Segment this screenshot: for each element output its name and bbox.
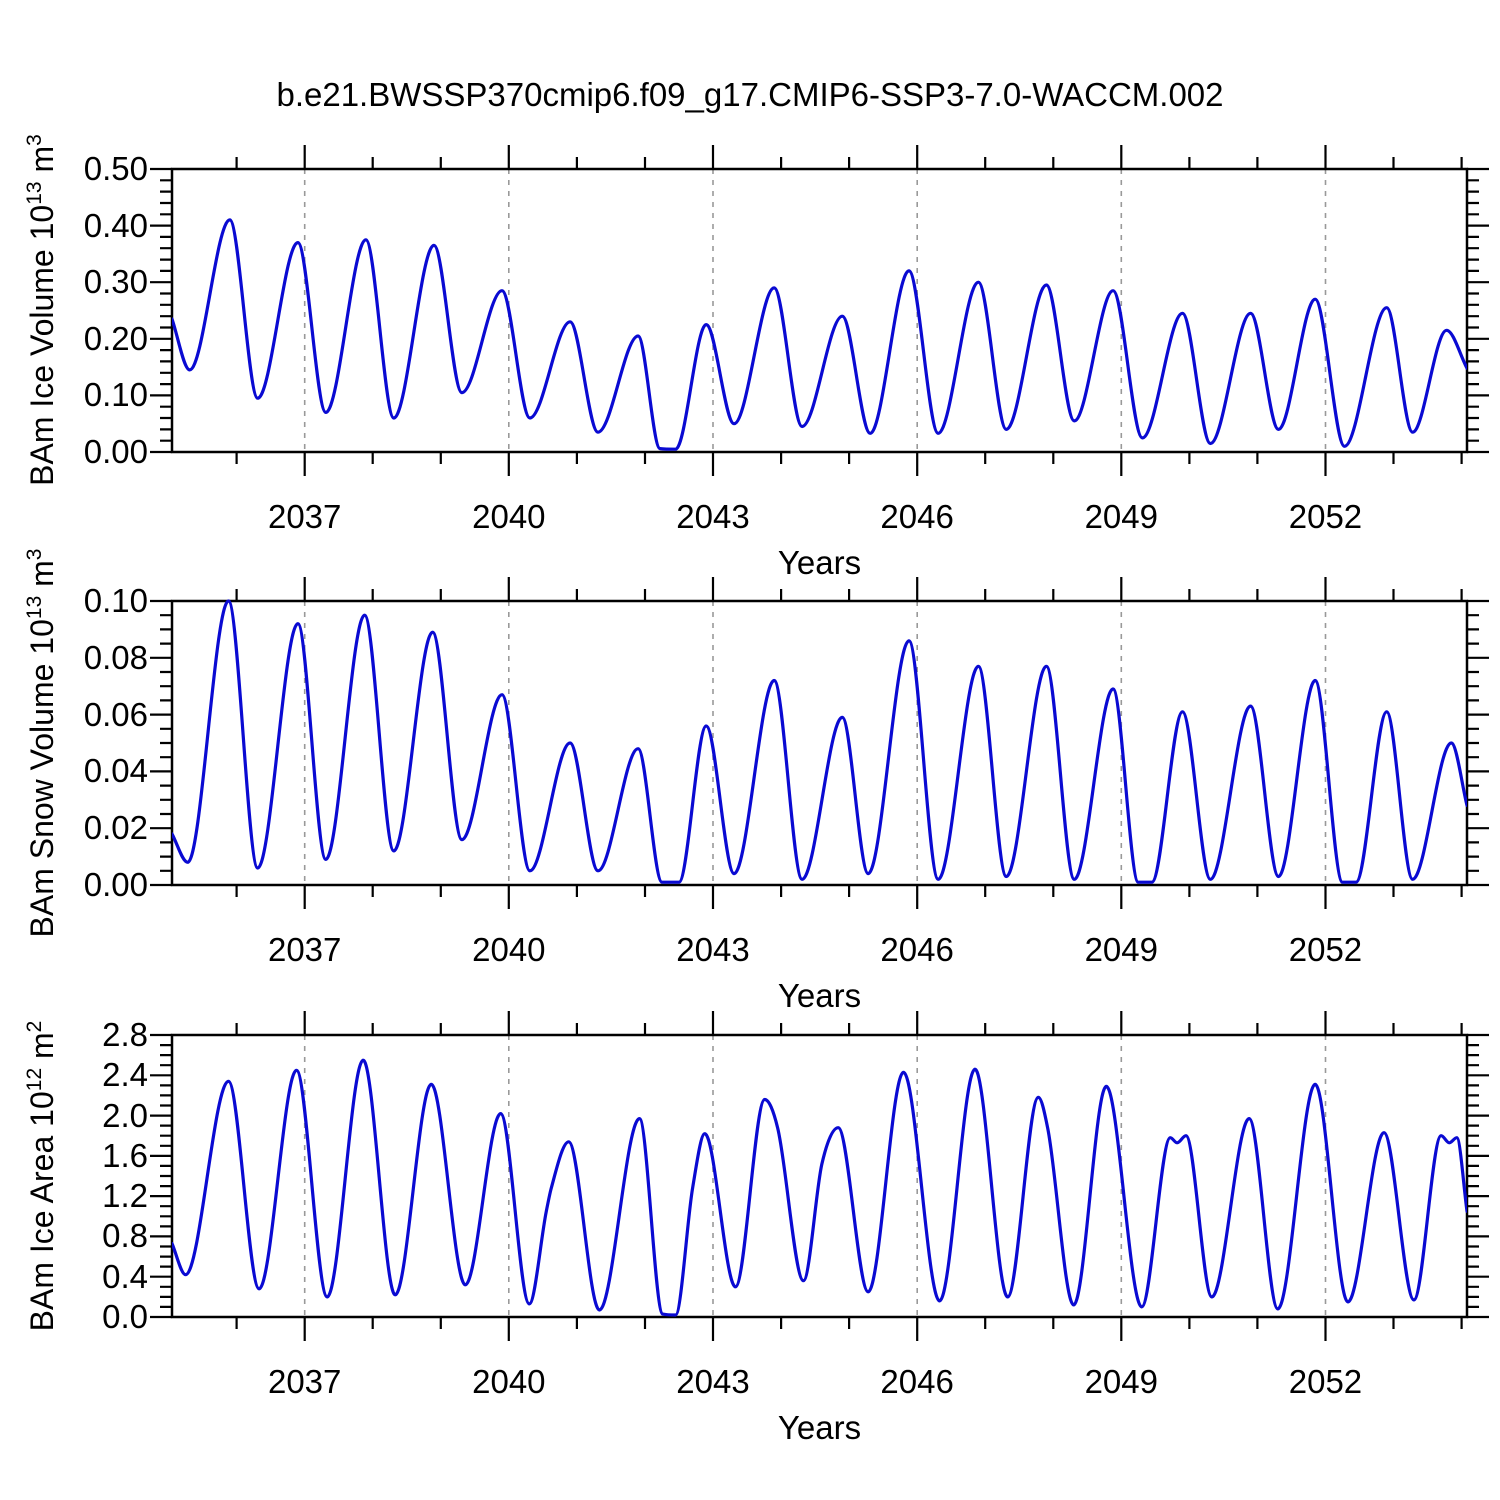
y-tick-label: 0.10 [83, 376, 148, 414]
axis-ticks [150, 145, 1489, 476]
y-tick-label: 2.0 [102, 1096, 148, 1134]
y-tick-label: 0.4 [102, 1257, 148, 1295]
y-tick-label: 1.2 [102, 1177, 148, 1215]
x-tick-label: 2043 [676, 498, 750, 535]
y-tick-label: 0.50 [83, 150, 148, 187]
panel-ice-volume [150, 145, 1489, 476]
y-tick-label: 0.20 [83, 319, 148, 357]
y-tick-label: 0.10 [83, 582, 148, 619]
y-tick-label: 1.6 [102, 1136, 148, 1174]
panel-snow-volume [150, 577, 1489, 909]
y-tick-label: 0.06 [83, 695, 148, 733]
x-tick-label: 2037 [267, 498, 342, 535]
plot-frame [170, 167, 1469, 454]
x-tick-label: 2046 [880, 1363, 954, 1400]
data-line-snow-volume [172, 599, 1467, 884]
x-tick-label: 2040 [472, 931, 546, 968]
x-axis-label-years-bottom: Years [777, 1409, 862, 1446]
x-axis-label-years-middle: Years [777, 977, 862, 1014]
y-tick-label: 0.04 [83, 752, 148, 790]
x-tick-label: 2049 [1084, 498, 1158, 535]
x-tick-label: 2037 [267, 931, 342, 968]
y-tick-label: 0.00 [83, 866, 148, 903]
x-tick-label: 2037 [267, 1363, 342, 1400]
x-tick-label: 2040 [472, 498, 546, 535]
data-line-ice-area [172, 1058, 1467, 1317]
x-tick-label: 2049 [1084, 1363, 1158, 1400]
y-tick-label: 0.40 [83, 206, 148, 244]
y-tick-label: 2.8 [102, 1016, 148, 1053]
x-tick-label: 2052 [1288, 931, 1363, 968]
gridlines [303, 1035, 1327, 1317]
x-axis-label-years-top: Years [777, 544, 862, 581]
x-tick-label: 2046 [880, 498, 954, 535]
y-tick-label: 0.00 [83, 433, 148, 470]
plot-frame [170, 599, 1469, 887]
gridlines [303, 169, 1327, 452]
y-axis-label-unit-exponent: 3 [23, 134, 47, 146]
x-tick-label: 2049 [1084, 931, 1158, 968]
y-tick-label: 0.0 [102, 1298, 148, 1335]
x-tick-label: 2040 [472, 1363, 546, 1400]
data-line-ice-volume [172, 218, 1467, 451]
x-tick-label: 2043 [676, 1363, 750, 1400]
y-tick-label: 0.02 [83, 809, 148, 847]
y-tick-label: 0.8 [102, 1217, 148, 1255]
panel-ice-area [150, 1011, 1489, 1341]
chart-title: b.e21.BWSSP370cmip6.f09_g17.CMIP6-SSP3-7… [276, 76, 1224, 113]
axis-ticks [150, 1011, 1489, 1341]
y-axis-label-unit-exponent: 3 [23, 548, 47, 561]
x-tick-label: 2052 [1288, 1363, 1363, 1400]
y-tick-label: 0.30 [83, 263, 148, 301]
plot-frame [170, 1033, 1469, 1319]
axis-ticks [150, 577, 1489, 909]
y-tick-label: 2.4 [102, 1056, 148, 1094]
y-tick-label: 0.08 [83, 638, 148, 676]
x-tick-label: 2046 [880, 931, 954, 968]
x-tick-label: 2043 [676, 931, 750, 968]
x-tick-label: 2052 [1288, 498, 1363, 535]
